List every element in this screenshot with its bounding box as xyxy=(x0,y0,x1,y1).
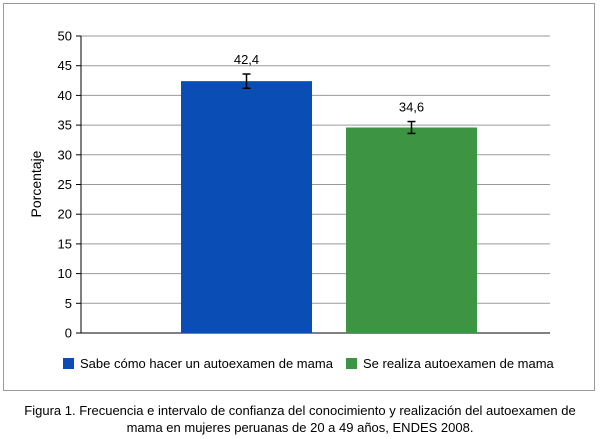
y-tick-label: 40 xyxy=(58,88,72,103)
y-tick-label: 0 xyxy=(65,326,72,341)
gridlines xyxy=(76,35,550,334)
y-tick-label: 15 xyxy=(58,236,72,251)
legend-swatch xyxy=(63,358,74,369)
bar-chart: 0 5 10 15 20 25 30 35 40 45 50 42,4 34,6 Porcentaje… xyxy=(28,29,555,372)
y-tick-labels: 0 5 10 15 20 25 30 35 40 45 50 xyxy=(58,29,72,341)
figure-caption: Figura 1. Frecuencia e intervalo de conf… xyxy=(10,402,590,436)
y-tick-label: 5 xyxy=(65,296,72,311)
legend: Sabe cómo hacer un autoexamen de mama Se … xyxy=(63,356,555,371)
y-tick-label: 45 xyxy=(58,58,72,73)
y-tick-label: 50 xyxy=(58,29,72,44)
y-tick-label: 20 xyxy=(58,207,72,222)
bars: 42,4 34,6 xyxy=(181,52,477,333)
data-label: 42,4 xyxy=(234,52,259,67)
data-label: 34,6 xyxy=(399,100,424,115)
bar xyxy=(181,81,312,333)
caption-line-1: Figura 1. Frecuencia e intervalo de conf… xyxy=(24,403,576,418)
y-axis-title: Porcentaje xyxy=(28,150,44,217)
bar xyxy=(346,127,477,333)
caption-line-2: mama en mujeres peruanas de 20 a 49 años… xyxy=(126,420,474,435)
y-tick-label: 10 xyxy=(58,266,72,281)
y-tick-label: 30 xyxy=(58,147,72,162)
legend-swatch xyxy=(346,358,357,369)
y-tick-label: 35 xyxy=(58,118,72,133)
y-tick-label: 25 xyxy=(58,177,72,192)
legend-label: Se realiza autoexamen de mama xyxy=(363,356,555,371)
legend-label: Sabe cómo hacer un autoexamen de mama xyxy=(80,356,334,371)
